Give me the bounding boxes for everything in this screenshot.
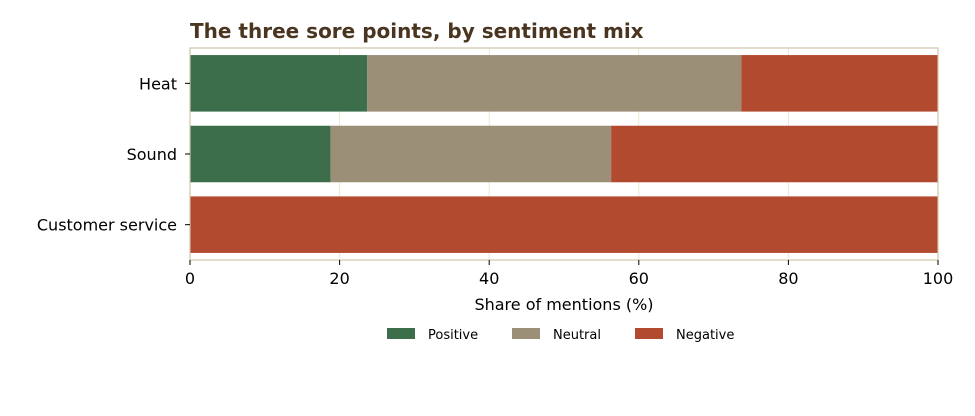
bar-negative-customer-service	[190, 196, 938, 253]
legend-swatch	[387, 328, 415, 339]
x-axis: 0 20 40 60 80 100	[185, 260, 953, 288]
x-tick-label: 80	[778, 269, 798, 288]
bar-positive-sound	[190, 125, 331, 183]
x-tick-label: 0	[185, 269, 195, 288]
bar-negative-heat	[741, 55, 938, 112]
legend-item-neutral: Neutral	[512, 328, 601, 343]
x-tick-label: 100	[923, 269, 954, 288]
x-tick-label: 20	[329, 269, 349, 288]
x-tick-label: 40	[479, 269, 499, 288]
y-axis: Heat Sound Customer service	[37, 74, 190, 235]
x-tick-label: 60	[629, 269, 649, 288]
legend-item-negative: Negative	[635, 328, 734, 343]
legend-label: Neutral	[553, 328, 601, 343]
chart-title: The three sore points, by sentiment mix	[190, 19, 644, 43]
legend-item-positive: Positive	[387, 328, 478, 343]
bars	[190, 55, 938, 253]
legend-label: Negative	[676, 328, 734, 343]
legend-swatch	[512, 328, 540, 339]
legend: Positive Neutral Negative	[387, 328, 734, 343]
legend-swatch	[635, 328, 663, 339]
y-tick-label: Sound	[127, 145, 177, 164]
bar-neutral-sound	[330, 125, 612, 183]
y-tick-label: Customer service	[37, 216, 177, 235]
y-tick-label: Heat	[139, 74, 177, 93]
bar-neutral-heat	[367, 55, 742, 112]
bar-negative-sound	[611, 125, 938, 183]
x-axis-label: Share of mentions (%)	[474, 295, 653, 314]
bar-positive-heat	[190, 55, 368, 112]
legend-label: Positive	[428, 328, 478, 343]
